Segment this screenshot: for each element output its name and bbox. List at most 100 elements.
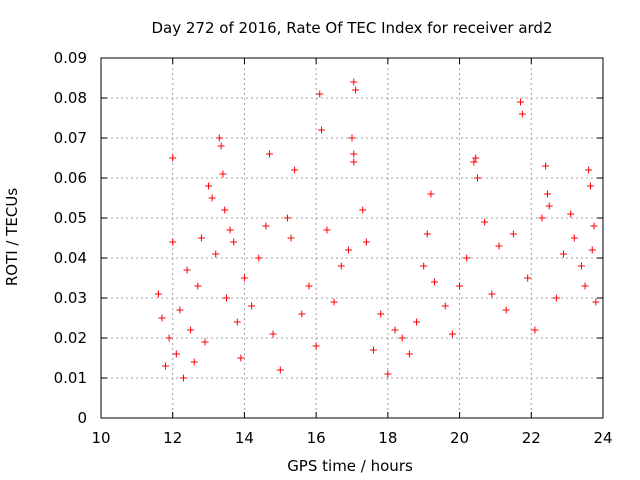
data-point (362, 238, 370, 246)
data-point (330, 298, 338, 306)
data-point (384, 370, 392, 378)
y-tick-label: 0.05 (54, 209, 87, 227)
data-point (531, 326, 539, 334)
data-point (183, 266, 191, 274)
x-tick-label: 14 (235, 429, 254, 447)
y-tick-label: 0 (77, 409, 87, 427)
data-point (359, 206, 367, 214)
data-point (542, 162, 550, 170)
data-point (352, 86, 360, 94)
data-point (552, 294, 560, 302)
data-point (255, 254, 263, 262)
data-point (588, 246, 596, 254)
data-point (391, 326, 399, 334)
data-point (495, 242, 503, 250)
data-point (233, 318, 241, 326)
data-point (237, 354, 245, 362)
data-point (370, 346, 378, 354)
data-point (348, 134, 356, 142)
data-point (287, 234, 295, 242)
y-tick-label: 0.04 (54, 249, 87, 267)
data-point (337, 262, 345, 270)
data-point (240, 274, 248, 282)
x-tick-label: 18 (378, 429, 397, 447)
data-point (585, 166, 593, 174)
data-point (350, 158, 358, 166)
data-point (226, 226, 234, 234)
data-point (456, 282, 464, 290)
data-point (577, 262, 585, 270)
data-point (223, 294, 230, 302)
data-point (586, 182, 594, 190)
data-point (154, 290, 162, 298)
scatter-points (154, 78, 600, 382)
data-point (201, 338, 209, 346)
tick-labels: 10 12 14 16 18 20 22 24 0 0.01 0.02 0.03 0.04 0.05 0.0… (54, 49, 613, 447)
data-point (208, 194, 216, 202)
data-point (420, 262, 428, 270)
data-point (305, 282, 313, 290)
data-point (205, 182, 213, 190)
data-point (169, 238, 177, 246)
y-tick-label: 0.02 (54, 329, 87, 347)
data-point (212, 250, 220, 258)
data-point (283, 214, 291, 222)
data-point (472, 154, 480, 162)
data-point (262, 222, 270, 230)
x-axis-label: GPS time / hours (287, 457, 413, 475)
y-tick-label: 0.01 (54, 369, 87, 387)
data-point (350, 150, 358, 158)
data-point (430, 278, 438, 286)
data-point (448, 330, 456, 338)
x-tick-label: 24 (593, 429, 612, 447)
data-point (423, 230, 431, 238)
x-tick-label: 10 (91, 429, 110, 447)
data-point (488, 290, 496, 298)
data-point (545, 202, 553, 210)
data-point (592, 298, 600, 306)
x-tick-label: 12 (163, 429, 182, 447)
y-tick-label: 0.09 (54, 49, 87, 67)
data-point (219, 170, 227, 178)
data-point (427, 190, 435, 198)
data-point (524, 274, 532, 282)
data-point (405, 350, 413, 358)
data-point (318, 126, 326, 134)
x-tick-label: 20 (450, 429, 469, 447)
data-point (312, 342, 320, 350)
data-point (194, 282, 202, 290)
data-point (463, 254, 471, 262)
data-point (518, 110, 526, 118)
data-point (474, 174, 481, 182)
data-point (197, 234, 205, 242)
y-tick-label: 0.06 (54, 169, 87, 187)
data-point (190, 358, 198, 366)
data-point (350, 78, 358, 86)
data-point (266, 150, 274, 158)
data-point (215, 134, 223, 142)
data-point (221, 206, 229, 214)
plot-frame (100, 57, 604, 419)
data-point (398, 334, 406, 342)
data-point (269, 330, 277, 338)
data-point (543, 190, 551, 198)
data-point (217, 142, 225, 150)
data-point (470, 158, 478, 166)
y-tick-label: 0.03 (54, 289, 87, 307)
data-point (176, 306, 184, 314)
x-tick-label: 16 (307, 429, 326, 447)
data-point (538, 214, 546, 222)
data-point (162, 362, 170, 370)
y-tick-label: 0.07 (54, 129, 87, 147)
data-point (179, 374, 187, 382)
y-axis-label: ROTI / TECUs (3, 188, 21, 286)
data-point (502, 306, 510, 314)
data-point (560, 250, 568, 258)
data-point (187, 326, 195, 334)
data-point (169, 154, 177, 162)
data-point (230, 238, 238, 246)
data-point (323, 226, 331, 234)
data-point (590, 222, 598, 230)
data-point (298, 310, 306, 318)
